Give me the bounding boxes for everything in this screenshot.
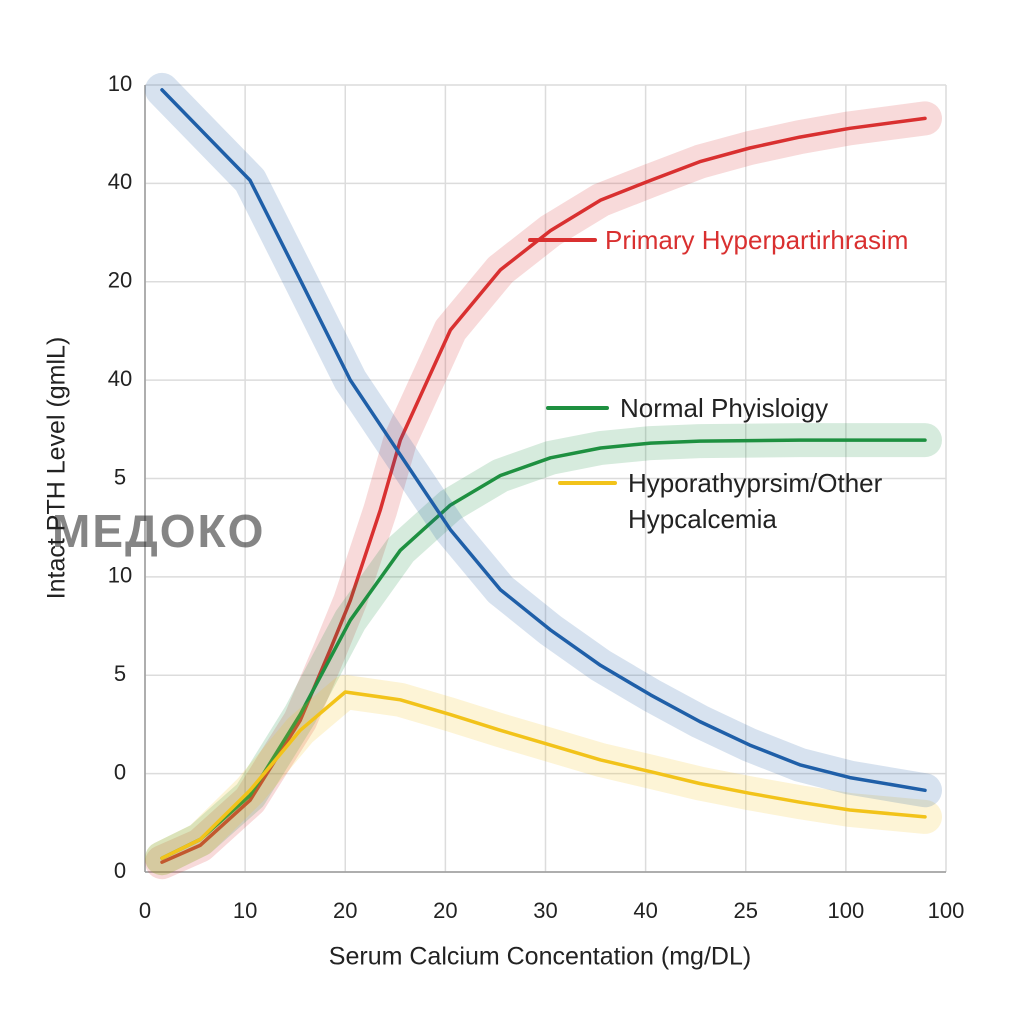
x-tick-label: 20 [433,898,457,923]
line [160,88,927,793]
x-tick-label: 10 [233,898,257,923]
legend-label: Primary Hyperpartirhrasim [605,225,909,255]
line [160,690,927,860]
x-axis-title: Serum Calcium Concentation (mg/DL) [329,943,751,971]
x-tick-label: 0 [139,898,151,923]
y-tick-label: 5 [114,661,126,686]
grid [144,84,947,873]
y-tick-label: 20 [108,268,132,293]
x-tick-label: 25 [734,898,758,923]
y-tick-label: 0 [114,759,126,784]
legend-label: Hyporathyprsim/Other Hypcalcemia [628,468,883,534]
x-tick-label: 20 [333,898,357,923]
line [160,116,927,864]
x-tick-label: 30 [533,898,557,923]
x-tick-label: 100 [828,898,865,923]
y-tick-label: 10 [108,563,132,588]
y-tick-label: 40 [108,366,132,391]
y-tick-label: 40 [108,169,132,194]
y-tick-label: 5 [114,464,126,489]
watermark: МЕДОКО [52,505,265,557]
x-tick-label: 40 [633,898,657,923]
x-tick-label: 100 [928,898,965,923]
y-tick-label: 0 [114,858,126,883]
y-tick-label: 10 [108,71,132,96]
legend-label: Normal Phyisloigy [620,393,829,423]
y-axis-title: Intact PTH Level (gmlL) [43,337,71,600]
